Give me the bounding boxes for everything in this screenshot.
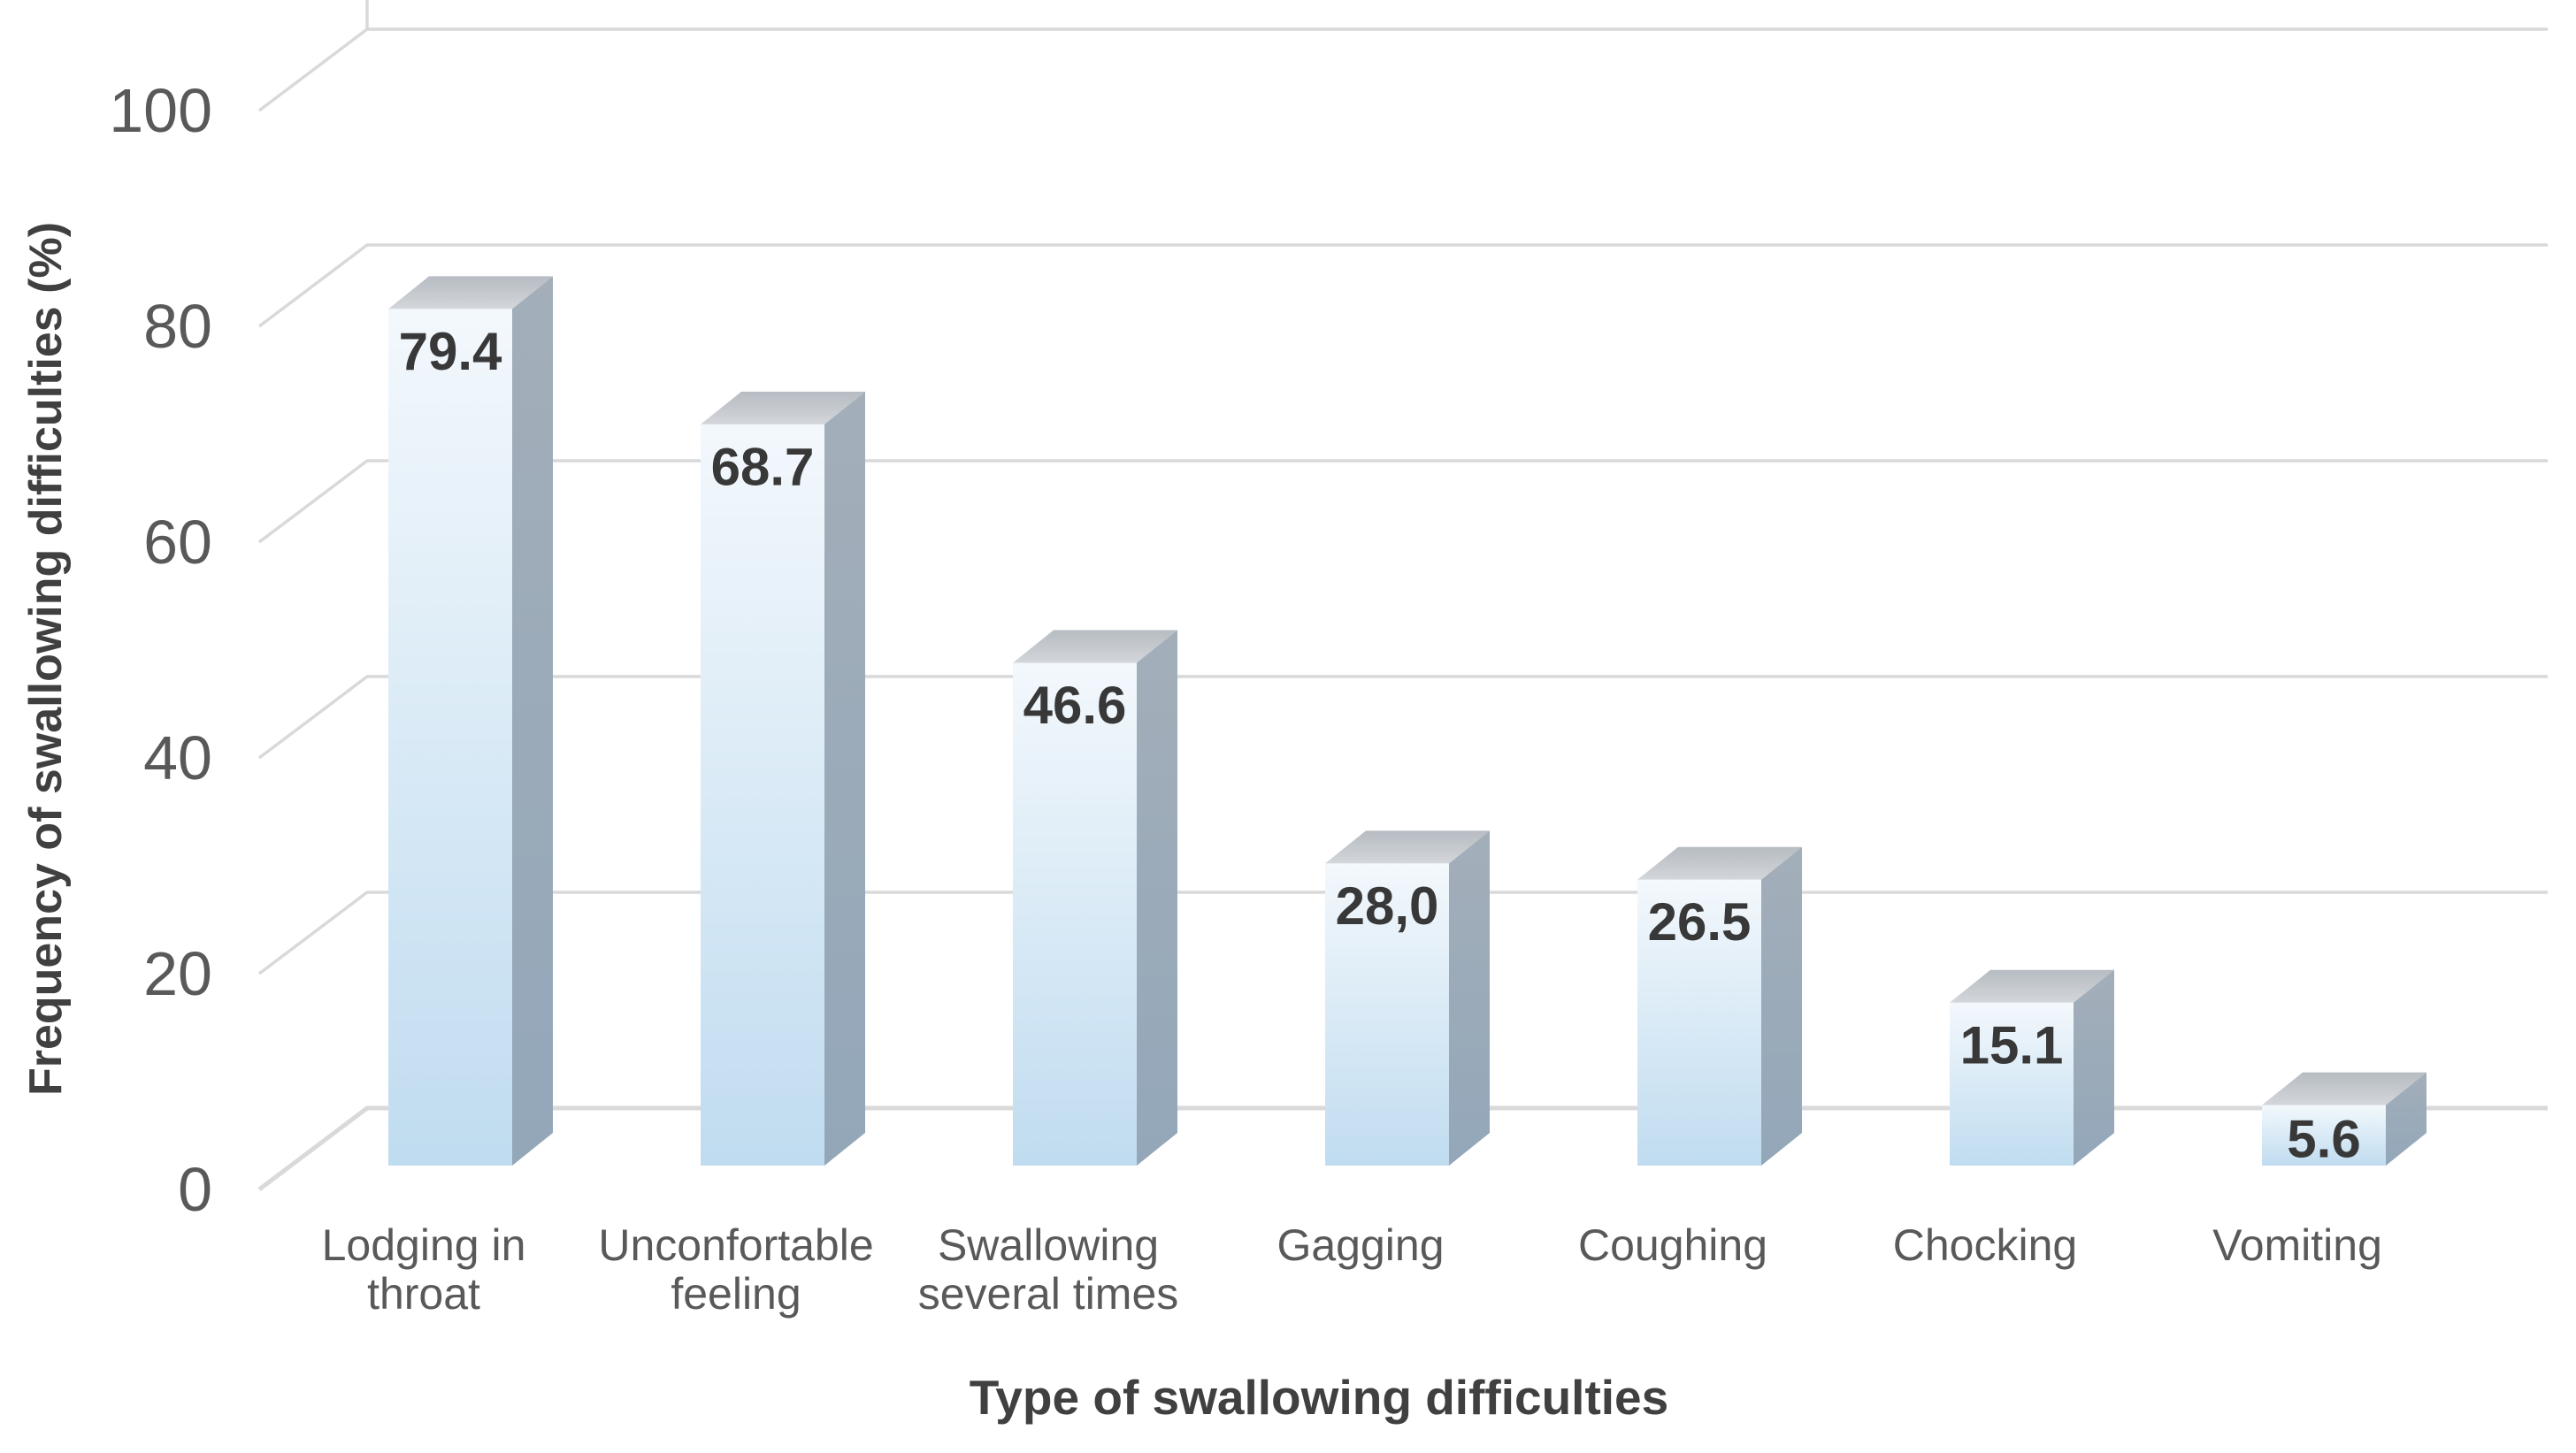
bar-top-face bbox=[1950, 969, 2114, 1003]
gridline-0 bbox=[257, 1105, 2548, 1191]
bar-top-face bbox=[1637, 846, 1802, 880]
bar-value-label: 28,0 bbox=[1336, 876, 1439, 936]
x-category-label-6: Vomiting bbox=[2212, 1220, 2382, 1270]
bar-front-face bbox=[1325, 863, 1449, 1166]
gridline-80 bbox=[257, 243, 2548, 328]
bar-top-face bbox=[701, 391, 865, 424]
bar-swallowing-several-times: 46.6 bbox=[1013, 630, 1177, 1166]
bar-top-face bbox=[1325, 830, 1490, 864]
bar-chocking: 15.1 bbox=[1950, 969, 2114, 1166]
x-axis-title: Type of swallowing difficulties bbox=[969, 1370, 1669, 1425]
x-category-label-5: Chocking bbox=[1893, 1220, 2077, 1270]
bar-front-face bbox=[1950, 1002, 2074, 1166]
gridline-20 bbox=[257, 891, 2548, 975]
bar-value-label: 15.1 bbox=[1960, 1015, 2064, 1074]
bar-value-label: 5.6 bbox=[2287, 1109, 2360, 1168]
bar-value-label: 46.6 bbox=[1024, 676, 1127, 735]
bar-coughing: 26.5 bbox=[1637, 846, 1802, 1166]
y-tick-20: 20 bbox=[143, 939, 212, 1008]
bar-front-face bbox=[1637, 879, 1761, 1166]
bar-side-face bbox=[2386, 1072, 2426, 1166]
y-axis-title: Frequency of swallowing difficulties (%) bbox=[20, 221, 72, 1097]
bar-side-face bbox=[2074, 969, 2114, 1166]
y-tick-0: 0 bbox=[178, 1155, 212, 1224]
bar-front-face bbox=[701, 424, 824, 1166]
y-tick-60: 60 bbox=[143, 508, 212, 577]
gridline-60 bbox=[257, 459, 2548, 544]
bar-value-label: 26.5 bbox=[1648, 892, 1752, 952]
x-category-label-4: Coughing bbox=[1578, 1220, 1767, 1270]
bar-value-label: 79.4 bbox=[399, 322, 502, 381]
x-category-label-2: Swallowing several times bbox=[918, 1220, 1179, 1319]
x-category-label-3: Gagging bbox=[1276, 1220, 1444, 1270]
bar-top-face bbox=[388, 276, 553, 310]
bar-top-face bbox=[1013, 630, 1177, 663]
y-tick-40: 40 bbox=[143, 723, 212, 792]
gridline-100 bbox=[257, 27, 2548, 112]
y-tick-80: 80 bbox=[143, 292, 212, 361]
gridline-40 bbox=[257, 675, 2548, 760]
bar-side-face bbox=[824, 391, 865, 1166]
bar-front-face bbox=[2262, 1105, 2386, 1166]
bar-side-face bbox=[1449, 830, 1490, 1166]
bar-side-face bbox=[1137, 630, 1177, 1166]
bar-top-face bbox=[2262, 1072, 2426, 1105]
bar-lodging-in-throat: 79.4 bbox=[388, 276, 553, 1166]
bar-gagging: 28,0 bbox=[1325, 830, 1490, 1166]
bar-unconfortable-feeling: 68.7 bbox=[701, 391, 865, 1166]
bar-front-face bbox=[388, 309, 512, 1166]
bar-side-face bbox=[1761, 846, 1802, 1166]
y-tick-100: 100 bbox=[109, 76, 212, 145]
x-category-label-0: Lodging in throat bbox=[322, 1220, 526, 1319]
x-category-label-1: Unconfortable feeling bbox=[598, 1220, 873, 1319]
bar-vomiting: 5.6 bbox=[2262, 1072, 2426, 1168]
bar-side-face bbox=[512, 276, 553, 1166]
bar-front-face bbox=[1013, 662, 1137, 1166]
bar-value-label: 68.7 bbox=[711, 437, 815, 496]
